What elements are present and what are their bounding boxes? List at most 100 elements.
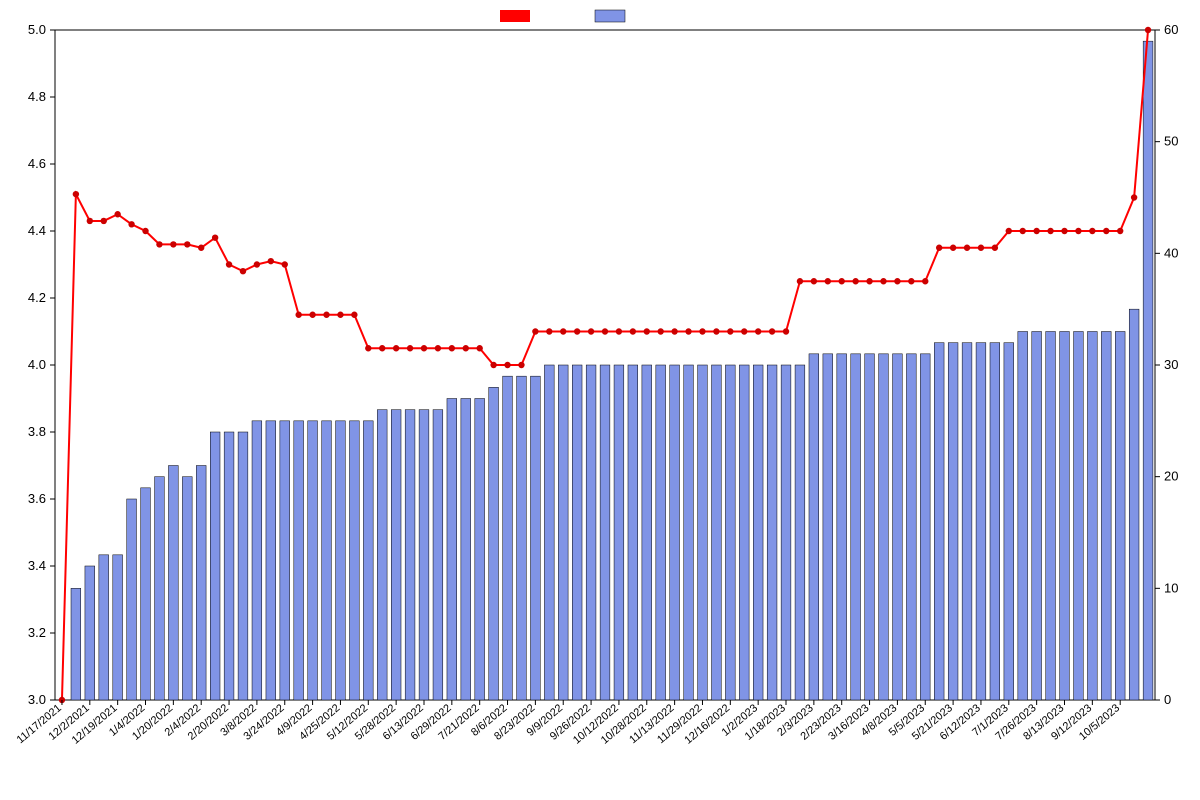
- bar: [294, 421, 304, 700]
- bar: [879, 354, 889, 700]
- line-marker: [560, 328, 566, 334]
- bar: [224, 432, 234, 700]
- y-tick-label-left: 4.4: [28, 223, 46, 238]
- line-marker: [1089, 228, 1095, 234]
- line-marker: [142, 228, 148, 234]
- bar: [363, 421, 373, 700]
- line-marker: [421, 345, 427, 351]
- bar: [934, 343, 944, 700]
- y-tick-label-right: 40: [1164, 245, 1178, 260]
- bar: [517, 376, 527, 700]
- line-marker: [226, 261, 232, 267]
- y-tick-label-right: 50: [1164, 134, 1178, 149]
- bar: [141, 488, 151, 700]
- bar: [238, 432, 248, 700]
- bar: [489, 387, 499, 700]
- legend-line-swatch: [500, 10, 530, 22]
- line-marker: [323, 312, 329, 318]
- line-marker: [755, 328, 761, 334]
- y-tick-label-left: 4.8: [28, 89, 46, 104]
- line-marker: [936, 245, 942, 251]
- bar: [433, 410, 443, 700]
- y-tick-label-left: 4.6: [28, 156, 46, 171]
- line-marker: [463, 345, 469, 351]
- bar: [1087, 332, 1097, 701]
- line-marker: [964, 245, 970, 251]
- y-tick-label-left: 4.2: [28, 290, 46, 305]
- line-marker: [1131, 194, 1137, 200]
- bar: [809, 354, 819, 700]
- y-tick-label-left: 3.4: [28, 558, 46, 573]
- line-marker: [393, 345, 399, 351]
- y-tick-label-left: 3.6: [28, 491, 46, 506]
- line-marker: [1103, 228, 1109, 234]
- line-marker: [922, 278, 928, 284]
- bar: [767, 365, 777, 700]
- bar: [266, 421, 276, 700]
- y-tick-label-right: 30: [1164, 357, 1178, 372]
- line-marker: [685, 328, 691, 334]
- combo-chart: 3.03.23.43.63.84.04.24.44.64.85.00102030…: [0, 0, 1200, 800]
- line-marker: [1117, 228, 1123, 234]
- bar: [475, 399, 485, 701]
- y-tick-label-left: 3.0: [28, 692, 46, 707]
- bar: [322, 421, 332, 700]
- line-marker: [114, 211, 120, 217]
- bar: [920, 354, 930, 700]
- line-marker: [1006, 228, 1012, 234]
- line-marker: [170, 241, 176, 247]
- bar: [1143, 41, 1153, 700]
- line-marker: [741, 328, 747, 334]
- bar: [795, 365, 805, 700]
- line-marker: [866, 278, 872, 284]
- y-tick-label-left: 5.0: [28, 22, 46, 37]
- line-marker: [295, 312, 301, 318]
- line-marker: [282, 261, 288, 267]
- line-marker: [671, 328, 677, 334]
- line-marker: [254, 261, 260, 267]
- bar: [85, 566, 95, 700]
- bar: [656, 365, 666, 700]
- line-marker: [379, 345, 385, 351]
- y-tick-label-right: 20: [1164, 469, 1178, 484]
- bar: [155, 477, 165, 700]
- line-marker: [811, 278, 817, 284]
- line-marker: [699, 328, 705, 334]
- bar: [405, 410, 415, 700]
- line-marker: [518, 362, 524, 368]
- line-marker: [978, 245, 984, 251]
- bar: [865, 354, 875, 700]
- bar: [182, 477, 192, 700]
- line-marker: [880, 278, 886, 284]
- line-marker: [1047, 228, 1053, 234]
- line-marker: [644, 328, 650, 334]
- bar: [349, 421, 359, 700]
- bar: [280, 421, 290, 700]
- bar: [739, 365, 749, 700]
- bar: [837, 354, 847, 700]
- y-tick-label-left: 3.8: [28, 424, 46, 439]
- line-marker: [602, 328, 608, 334]
- line-marker: [546, 328, 552, 334]
- bar: [600, 365, 610, 700]
- chart-container: 3.03.23.43.63.84.04.24.44.64.85.00102030…: [0, 0, 1200, 800]
- bar: [168, 466, 178, 701]
- bar: [976, 343, 986, 700]
- line-marker: [894, 278, 900, 284]
- bar: [906, 354, 916, 700]
- bar: [851, 354, 861, 700]
- line-marker: [212, 235, 218, 241]
- bar: [1129, 309, 1139, 700]
- line-marker: [490, 362, 496, 368]
- line-marker: [407, 345, 413, 351]
- bar: [948, 343, 958, 700]
- line-marker: [825, 278, 831, 284]
- bar: [461, 399, 471, 701]
- bar: [586, 365, 596, 700]
- bar: [1032, 332, 1042, 701]
- line-marker: [198, 245, 204, 251]
- line-marker: [1020, 228, 1026, 234]
- line-marker: [713, 328, 719, 334]
- line-marker: [574, 328, 580, 334]
- line-marker: [797, 278, 803, 284]
